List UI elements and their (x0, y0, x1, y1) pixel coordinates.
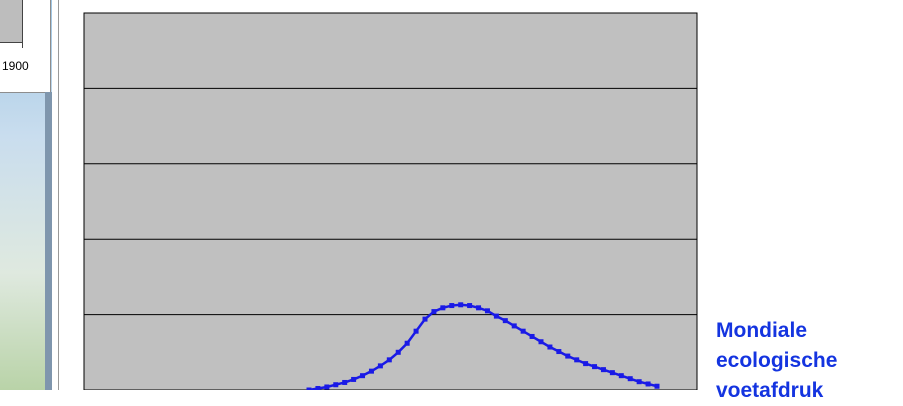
series-line (308, 303, 658, 390)
data-point (377, 363, 383, 369)
series-layer (306, 302, 660, 390)
data-point (440, 305, 446, 311)
data-point (547, 344, 553, 350)
data-point (333, 382, 339, 388)
gridlines (84, 87, 697, 316)
data-point (306, 387, 312, 390)
data-point (592, 364, 598, 370)
data-point (529, 333, 535, 339)
data-point (520, 328, 526, 334)
data-point (315, 385, 321, 390)
data-point (484, 308, 490, 314)
data-point (324, 384, 330, 390)
data-point (583, 361, 589, 367)
data-point (449, 303, 455, 309)
caption-line: Mondiale (716, 319, 808, 342)
data-point (368, 368, 374, 374)
data-point (360, 373, 366, 379)
data-point (413, 328, 419, 334)
background-window-edge (45, 92, 52, 390)
data-point (538, 339, 544, 345)
data-point (386, 357, 392, 363)
background-axis-tick (22, 42, 23, 48)
data-point (467, 303, 473, 309)
data-point (351, 376, 357, 382)
data-point (404, 340, 410, 346)
data-point (565, 353, 571, 359)
data-point (458, 302, 464, 308)
data-point (395, 349, 401, 355)
data-point (609, 370, 615, 376)
data-point (627, 376, 633, 382)
data-point (618, 373, 624, 379)
data-point (431, 309, 437, 315)
data-point (502, 318, 508, 324)
data-point (511, 323, 517, 329)
data-point (636, 379, 642, 385)
data-point (422, 316, 428, 322)
data-point (493, 313, 499, 319)
background-window: 1900 (0, 0, 52, 390)
background-plot-area (0, 0, 23, 43)
plot-area (83, 12, 698, 390)
data-point (574, 357, 580, 363)
data-point (600, 367, 606, 373)
caption-line: voetafdruk (716, 379, 824, 402)
data-point (654, 383, 660, 389)
background-axis-label: 1900 (2, 59, 29, 73)
chart-caption: Mondiale ecologische voetafdruk (716, 316, 901, 406)
caption-line: ecologische (716, 349, 838, 372)
data-point (556, 349, 562, 355)
background-chart-panel: 1900 (0, 0, 51, 93)
data-point (342, 379, 348, 385)
line-chart (83, 12, 698, 390)
data-point (476, 305, 482, 311)
chart-window: Mondiale ecologische voetafdruk (58, 0, 903, 402)
data-point (645, 381, 651, 387)
